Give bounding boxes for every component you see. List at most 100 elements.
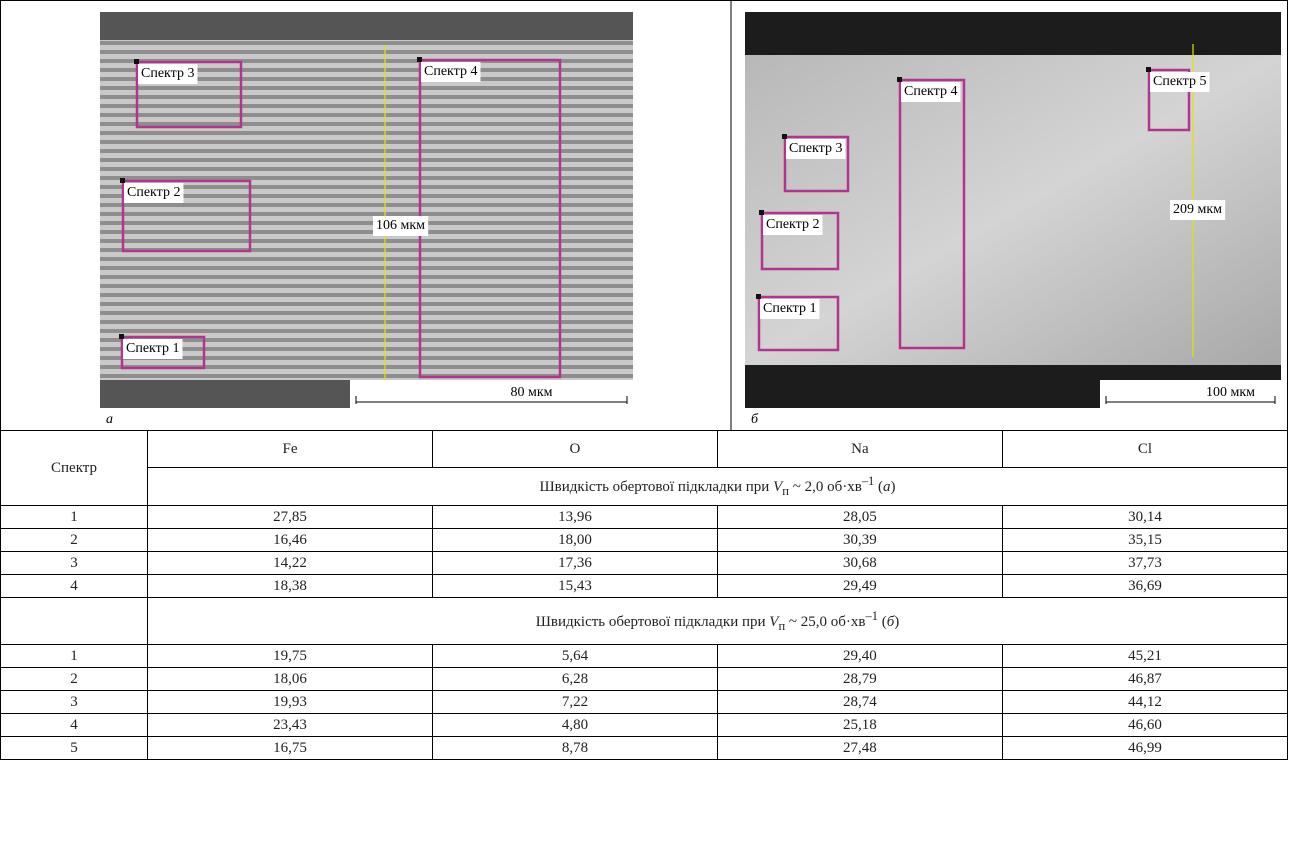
header-cell: Fe xyxy=(148,431,433,468)
data-cell: 27,85 xyxy=(148,506,433,529)
data-cell: 15,43 xyxy=(433,575,718,598)
header-cell: O xyxy=(433,431,718,468)
caption-superscript: –1 xyxy=(862,474,875,488)
measure-label: 106 мкм xyxy=(376,218,425,233)
scale-bar-bg xyxy=(350,380,633,408)
data-cell: 30,14 xyxy=(1002,506,1287,529)
region-marker xyxy=(756,294,761,299)
caption-text: ( xyxy=(878,614,887,630)
caption-row: Швидкість обертової підкладки при Vп ~ 2… xyxy=(1,468,1288,506)
data-cell: 44,12 xyxy=(1002,691,1287,714)
data-cell: 6,28 xyxy=(433,668,718,691)
region-label: Спектр 4 xyxy=(424,64,477,79)
region-marker xyxy=(134,59,139,64)
data-cell: 18,38 xyxy=(148,575,433,598)
data-cell: 16,46 xyxy=(148,529,433,552)
header-cell: Cl xyxy=(1002,431,1287,468)
data-cell: 7,22 xyxy=(433,691,718,714)
caption-text: Швидкість обертової підкладки при xyxy=(540,479,774,495)
scale-bar-label: 80 мкм xyxy=(510,385,552,400)
header-cell: Спектр xyxy=(1,431,148,506)
region-marker xyxy=(759,210,764,215)
data-cell: 1 xyxy=(1,506,148,529)
data-cell: 4 xyxy=(1,575,148,598)
region-marker xyxy=(120,178,125,183)
data-cell: 30,39 xyxy=(717,529,1002,552)
data-cell: 23,43 xyxy=(148,714,433,737)
data-cell: 1 xyxy=(1,645,148,668)
empty-cell xyxy=(1,598,148,645)
data-cell: 46,60 xyxy=(1002,714,1287,737)
caption-text: Швидкість обертової підкладки при xyxy=(536,614,770,630)
data-cell: 16,75 xyxy=(148,737,433,760)
caption-text: ) xyxy=(891,479,896,495)
data-cell: 4 xyxy=(1,714,148,737)
data-cell: 17,36 xyxy=(433,552,718,575)
data-cell: 8,78 xyxy=(433,737,718,760)
data-cell: 37,73 xyxy=(1002,552,1287,575)
region-marker xyxy=(119,334,124,339)
caption-superscript: –1 xyxy=(866,609,879,623)
data-cell: 36,69 xyxy=(1002,575,1287,598)
region-label: Спектр 5 xyxy=(1153,74,1206,89)
caption-cell: Швидкість обертової підкладки при Vп ~ 2… xyxy=(148,598,1288,645)
data-cell: 27,48 xyxy=(717,737,1002,760)
region-label: Спектр 4 xyxy=(904,84,957,99)
caption-text: ) xyxy=(894,614,899,630)
data-cell: 5,64 xyxy=(433,645,718,668)
region-label: Спектр 2 xyxy=(766,217,819,232)
data-cell: 3 xyxy=(1,552,148,575)
region-label: Спектр 3 xyxy=(789,141,842,156)
panel-label: а xyxy=(106,412,113,427)
data-cell: 30,68 xyxy=(717,552,1002,575)
measure-label: 209 мкм xyxy=(1173,202,1222,217)
caption-text: ~ 2,0 об·хв xyxy=(789,479,862,495)
data-cell: 25,18 xyxy=(717,714,1002,737)
data-cell: 19,75 xyxy=(148,645,433,668)
caption-text: ~ 25,0 об·хв xyxy=(785,614,865,630)
figure: Спектр 1 Спектр 2 Спектр 3 Спектр 4 106 мкм 8… xyxy=(0,0,1291,431)
data-cell: 18,00 xyxy=(433,529,718,552)
data-cell: 45,21 xyxy=(1002,645,1287,668)
caption-cell: Швидкість обертової підкладки при Vп ~ 2… xyxy=(148,468,1288,506)
caption-row: Швидкість обертової підкладки при Vп ~ 2… xyxy=(1,598,1288,645)
data-cell: 46,99 xyxy=(1002,737,1287,760)
data-row: 319,937,2228,7444,12 xyxy=(1,691,1288,714)
data-cell: 2 xyxy=(1,668,148,691)
data-cell: 5 xyxy=(1,737,148,760)
header-cell: Na xyxy=(717,431,1002,468)
data-cell: 2 xyxy=(1,529,148,552)
region-marker xyxy=(897,77,902,82)
region-label: Спектр 3 xyxy=(141,66,194,81)
data-cell: 29,40 xyxy=(717,645,1002,668)
data-cell: 28,05 xyxy=(717,506,1002,529)
data-cell: 18,06 xyxy=(148,668,433,691)
caption-label: а xyxy=(883,479,891,495)
data-cell: 29,49 xyxy=(717,575,1002,598)
region-marker xyxy=(1146,67,1151,72)
region-label: Спектр 2 xyxy=(127,185,180,200)
data-cell: 28,74 xyxy=(717,691,1002,714)
scale-bar-label: 100 мкм xyxy=(1206,385,1255,400)
data-cell: 28,79 xyxy=(717,668,1002,691)
caption-subscript: п xyxy=(782,484,789,498)
region-marker xyxy=(417,57,422,62)
region-marker xyxy=(782,134,787,139)
caption-symbol: V xyxy=(773,479,782,495)
data-cell: 13,96 xyxy=(433,506,718,529)
data-cell: 19,93 xyxy=(148,691,433,714)
caption-text: ( xyxy=(874,479,883,495)
panel-label: б xyxy=(751,412,759,427)
region-label: Спектр 1 xyxy=(126,341,179,356)
data-cell: 46,87 xyxy=(1002,668,1287,691)
